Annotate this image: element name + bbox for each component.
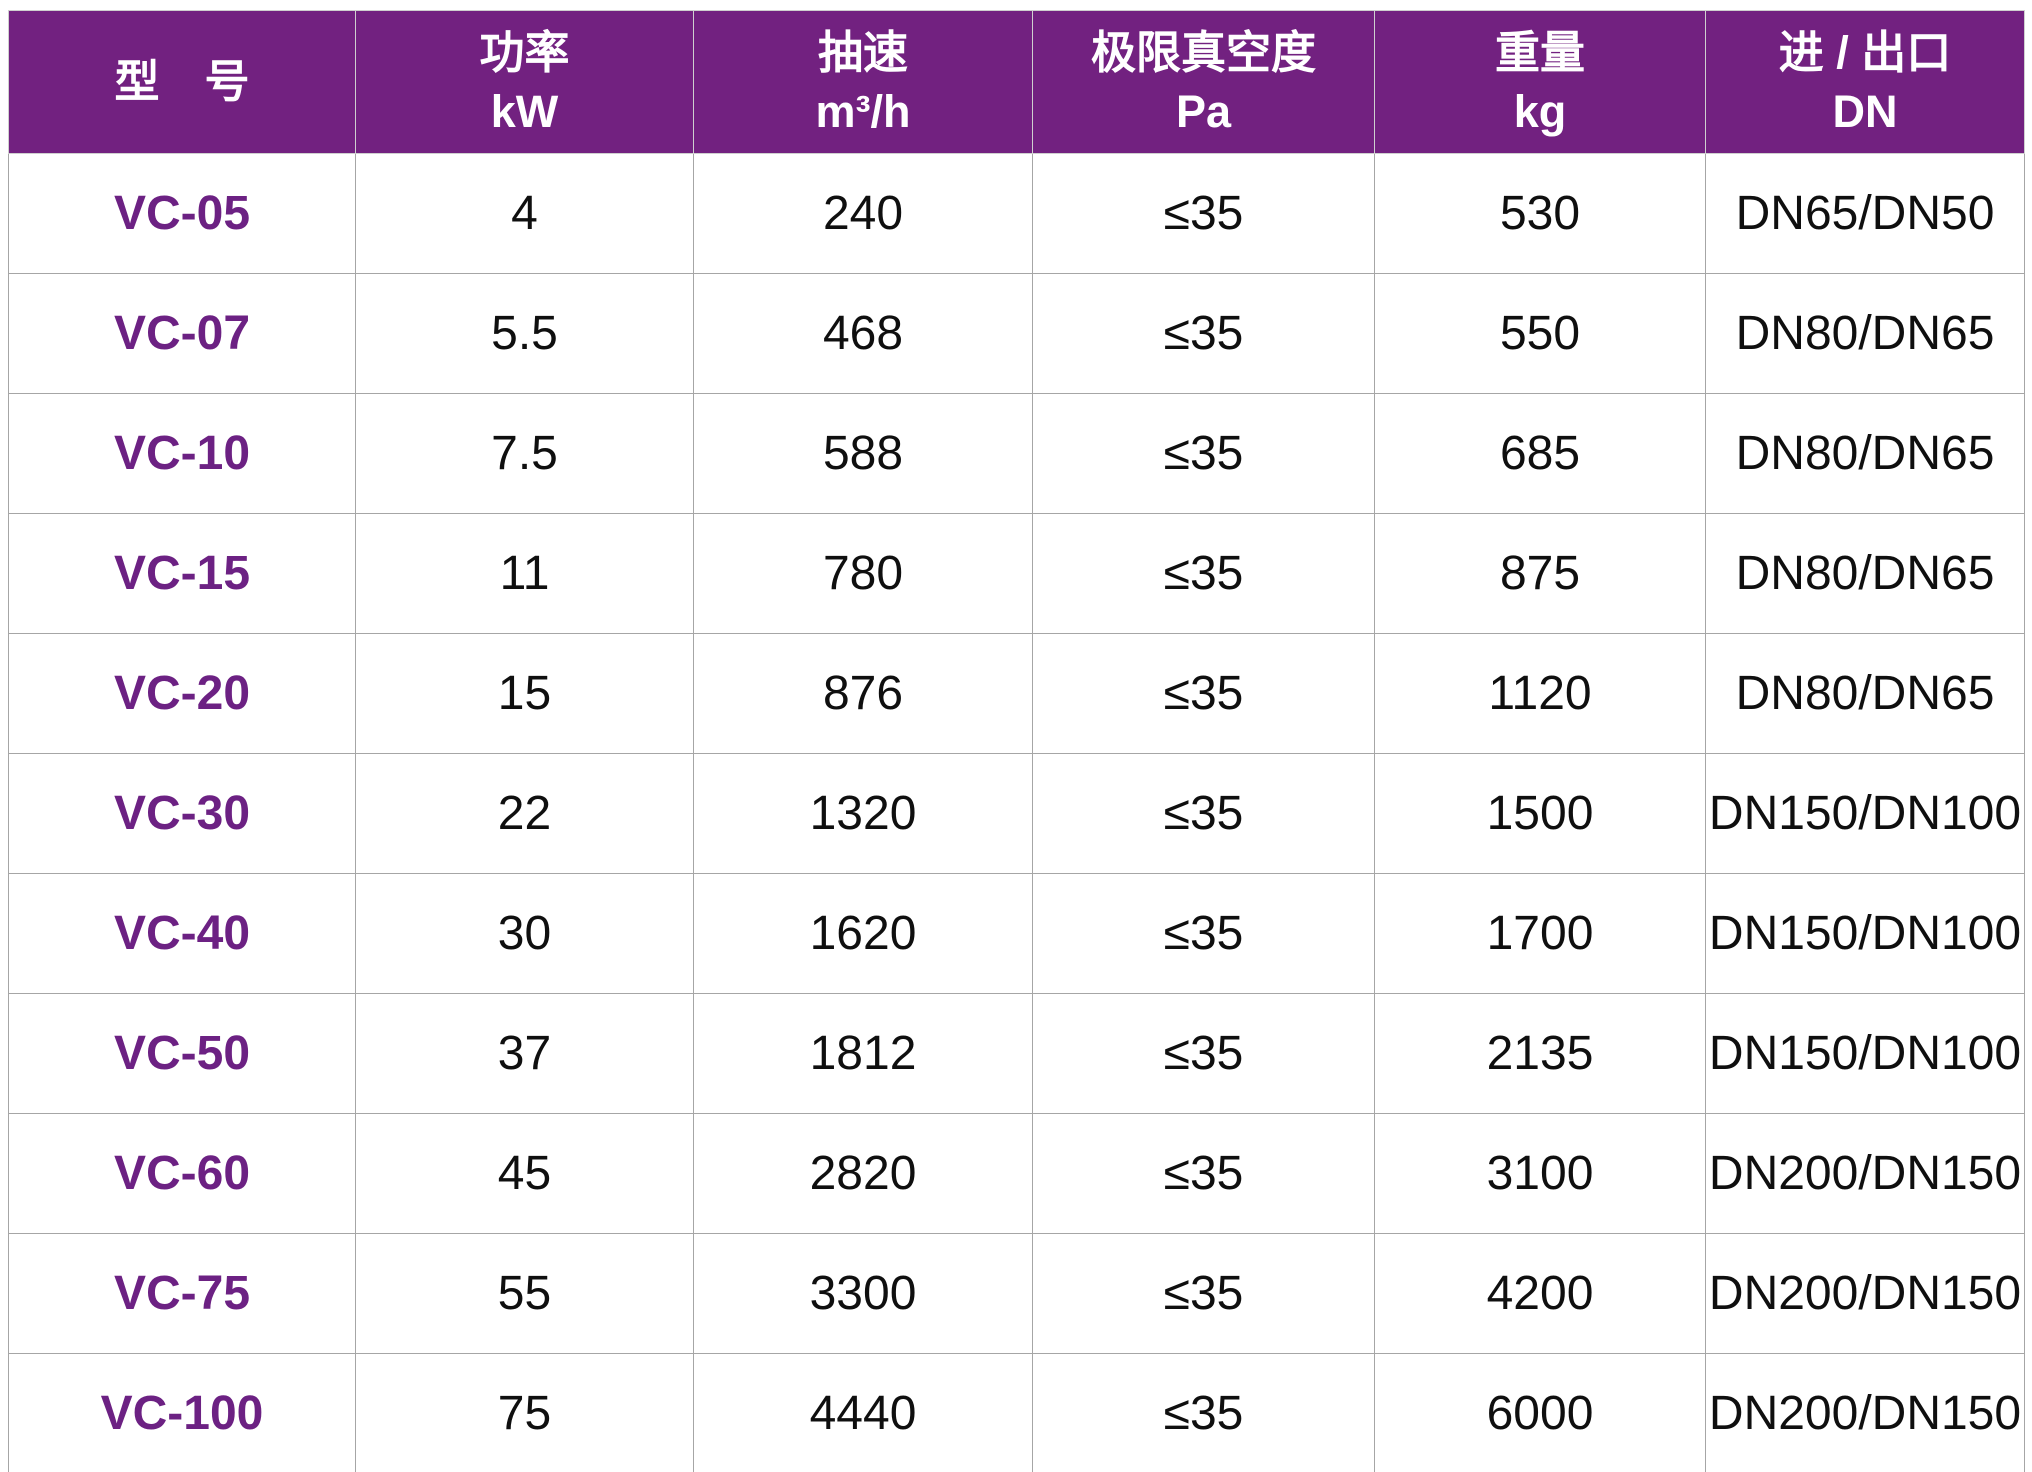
cell-ports: DN200/DN150 bbox=[1705, 1233, 2025, 1354]
cell-vacuum: ≤35 bbox=[1032, 153, 1375, 274]
cell-weight: 1700 bbox=[1374, 873, 1706, 994]
cell-weight: 4200 bbox=[1374, 1233, 1706, 1354]
cell-weight: 550 bbox=[1374, 273, 1706, 394]
cell-ports: DN80/DN65 bbox=[1705, 633, 2025, 754]
cell-model: VC-20 bbox=[8, 633, 356, 754]
cell-power: 7.5 bbox=[355, 393, 694, 514]
header-title-power: 功率 bbox=[479, 26, 570, 78]
cell-power: 11 bbox=[355, 513, 694, 634]
cell-weight: 6000 bbox=[1374, 1353, 1706, 1472]
header-unit-vacuum: Pa bbox=[1175, 86, 1232, 137]
cell-speed: 2820 bbox=[693, 1113, 1033, 1234]
header-unit-weight: kg bbox=[1513, 86, 1567, 137]
cell-vacuum: ≤35 bbox=[1032, 633, 1375, 754]
cell-speed: 876 bbox=[693, 633, 1033, 754]
table-row: VC-75 55 3300 ≤35 4200 DN200/DN150 bbox=[8, 1233, 2025, 1354]
table-body: VC-05 4 240 ≤35 530 DN65/DN50 VC-07 5.5 … bbox=[8, 153, 2025, 1472]
table-row: VC-15 11 780 ≤35 875 DN80/DN65 bbox=[8, 513, 2025, 634]
cell-speed: 468 bbox=[693, 273, 1033, 394]
spec-table: 型 号 功率 kW 抽速 m³/h 极限真空度 Pa 重量 kg bbox=[8, 10, 2025, 1472]
table-row: VC-10 7.5 588 ≤35 685 DN80/DN65 bbox=[8, 393, 2025, 514]
table-row: VC-100 75 4440 ≤35 6000 DN200/DN150 bbox=[8, 1353, 2025, 1472]
cell-power: 37 bbox=[355, 993, 694, 1114]
cell-power: 75 bbox=[355, 1353, 694, 1472]
cell-vacuum: ≤35 bbox=[1032, 993, 1375, 1114]
table-header: 型 号 功率 kW 抽速 m³/h 极限真空度 Pa 重量 kg bbox=[8, 10, 2025, 154]
cell-ports: DN80/DN65 bbox=[1705, 513, 2025, 634]
cell-ports: DN80/DN65 bbox=[1705, 393, 2025, 514]
cell-power: 4 bbox=[355, 153, 694, 274]
table-row: VC-07 5.5 468 ≤35 550 DN80/DN65 bbox=[8, 273, 2025, 394]
cell-weight: 3100 bbox=[1374, 1113, 1706, 1234]
cell-model: VC-40 bbox=[8, 873, 356, 994]
cell-speed: 240 bbox=[693, 153, 1033, 274]
cell-weight: 2135 bbox=[1374, 993, 1706, 1114]
cell-ports: DN150/DN100 bbox=[1705, 753, 2025, 874]
cell-weight: 1120 bbox=[1374, 633, 1706, 754]
cell-speed: 1320 bbox=[693, 753, 1033, 874]
cell-speed: 4440 bbox=[693, 1353, 1033, 1472]
table-row: VC-60 45 2820 ≤35 3100 DN200/DN150 bbox=[8, 1113, 2025, 1234]
cell-model: VC-05 bbox=[8, 153, 356, 274]
table-row: VC-20 15 876 ≤35 1120 DN80/DN65 bbox=[8, 633, 2025, 754]
cell-vacuum: ≤35 bbox=[1032, 753, 1375, 874]
cell-speed: 3300 bbox=[693, 1233, 1033, 1354]
cell-speed: 588 bbox=[693, 393, 1033, 514]
cell-ports: DN150/DN100 bbox=[1705, 993, 2025, 1114]
cell-model: VC-60 bbox=[8, 1113, 356, 1234]
header-row: 型 号 功率 kW 抽速 m³/h 极限真空度 Pa 重量 kg bbox=[8, 10, 2025, 154]
header-title-ports: 进 / 出口 bbox=[1778, 26, 1952, 78]
cell-model: VC-15 bbox=[8, 513, 356, 634]
cell-ports: DN200/DN150 bbox=[1705, 1113, 2025, 1234]
table-row: VC-40 30 1620 ≤35 1700 DN150/DN100 bbox=[8, 873, 2025, 994]
cell-speed: 1812 bbox=[693, 993, 1033, 1114]
cell-weight: 1500 bbox=[1374, 753, 1706, 874]
cell-model: VC-100 bbox=[8, 1353, 356, 1472]
cell-weight: 685 bbox=[1374, 393, 1706, 514]
cell-weight: 875 bbox=[1374, 513, 1706, 634]
header-cell-power: 功率 kW bbox=[355, 10, 694, 154]
cell-vacuum: ≤35 bbox=[1032, 873, 1375, 994]
header-title-model: 型 号 bbox=[114, 56, 250, 108]
cell-vacuum: ≤35 bbox=[1032, 273, 1375, 394]
header-cell-vacuum: 极限真空度 Pa bbox=[1032, 10, 1375, 154]
cell-ports: DN200/DN150 bbox=[1705, 1353, 2025, 1472]
cell-weight: 530 bbox=[1374, 153, 1706, 274]
cell-vacuum: ≤35 bbox=[1032, 393, 1375, 514]
cell-vacuum: ≤35 bbox=[1032, 1233, 1375, 1354]
cell-vacuum: ≤35 bbox=[1032, 1113, 1375, 1234]
cell-power: 5.5 bbox=[355, 273, 694, 394]
cell-model: VC-30 bbox=[8, 753, 356, 874]
header-unit-power: kW bbox=[490, 86, 559, 137]
cell-model: VC-10 bbox=[8, 393, 356, 514]
header-cell-speed: 抽速 m³/h bbox=[693, 10, 1033, 154]
table-row: VC-30 22 1320 ≤35 1500 DN150/DN100 bbox=[8, 753, 2025, 874]
header-cell-model: 型 号 bbox=[8, 10, 356, 154]
cell-model: VC-75 bbox=[8, 1233, 356, 1354]
cell-vacuum: ≤35 bbox=[1032, 1353, 1375, 1472]
cell-power: 22 bbox=[355, 753, 694, 874]
header-title-vacuum: 极限真空度 bbox=[1090, 26, 1316, 78]
cell-ports: DN65/DN50 bbox=[1705, 153, 2025, 274]
cell-ports: DN150/DN100 bbox=[1705, 873, 2025, 994]
cell-vacuum: ≤35 bbox=[1032, 513, 1375, 634]
cell-model: VC-50 bbox=[8, 993, 356, 1114]
header-cell-weight: 重量 kg bbox=[1374, 10, 1706, 154]
table-row: VC-05 4 240 ≤35 530 DN65/DN50 bbox=[8, 153, 2025, 274]
header-unit-speed: m³/h bbox=[815, 86, 911, 137]
header-title-weight: 重量 bbox=[1494, 26, 1585, 78]
header-title-speed: 抽速 bbox=[817, 26, 908, 78]
cell-power: 55 bbox=[355, 1233, 694, 1354]
cell-ports: DN80/DN65 bbox=[1705, 273, 2025, 394]
cell-power: 45 bbox=[355, 1113, 694, 1234]
cell-model: VC-07 bbox=[8, 273, 356, 394]
cell-power: 30 bbox=[355, 873, 694, 994]
cell-power: 15 bbox=[355, 633, 694, 754]
cell-speed: 1620 bbox=[693, 873, 1033, 994]
table-row: VC-50 37 1812 ≤35 2135 DN150/DN100 bbox=[8, 993, 2025, 1114]
header-unit-ports: DN bbox=[1832, 86, 1898, 137]
cell-speed: 780 bbox=[693, 513, 1033, 634]
header-cell-ports: 进 / 出口 DN bbox=[1705, 10, 2025, 154]
